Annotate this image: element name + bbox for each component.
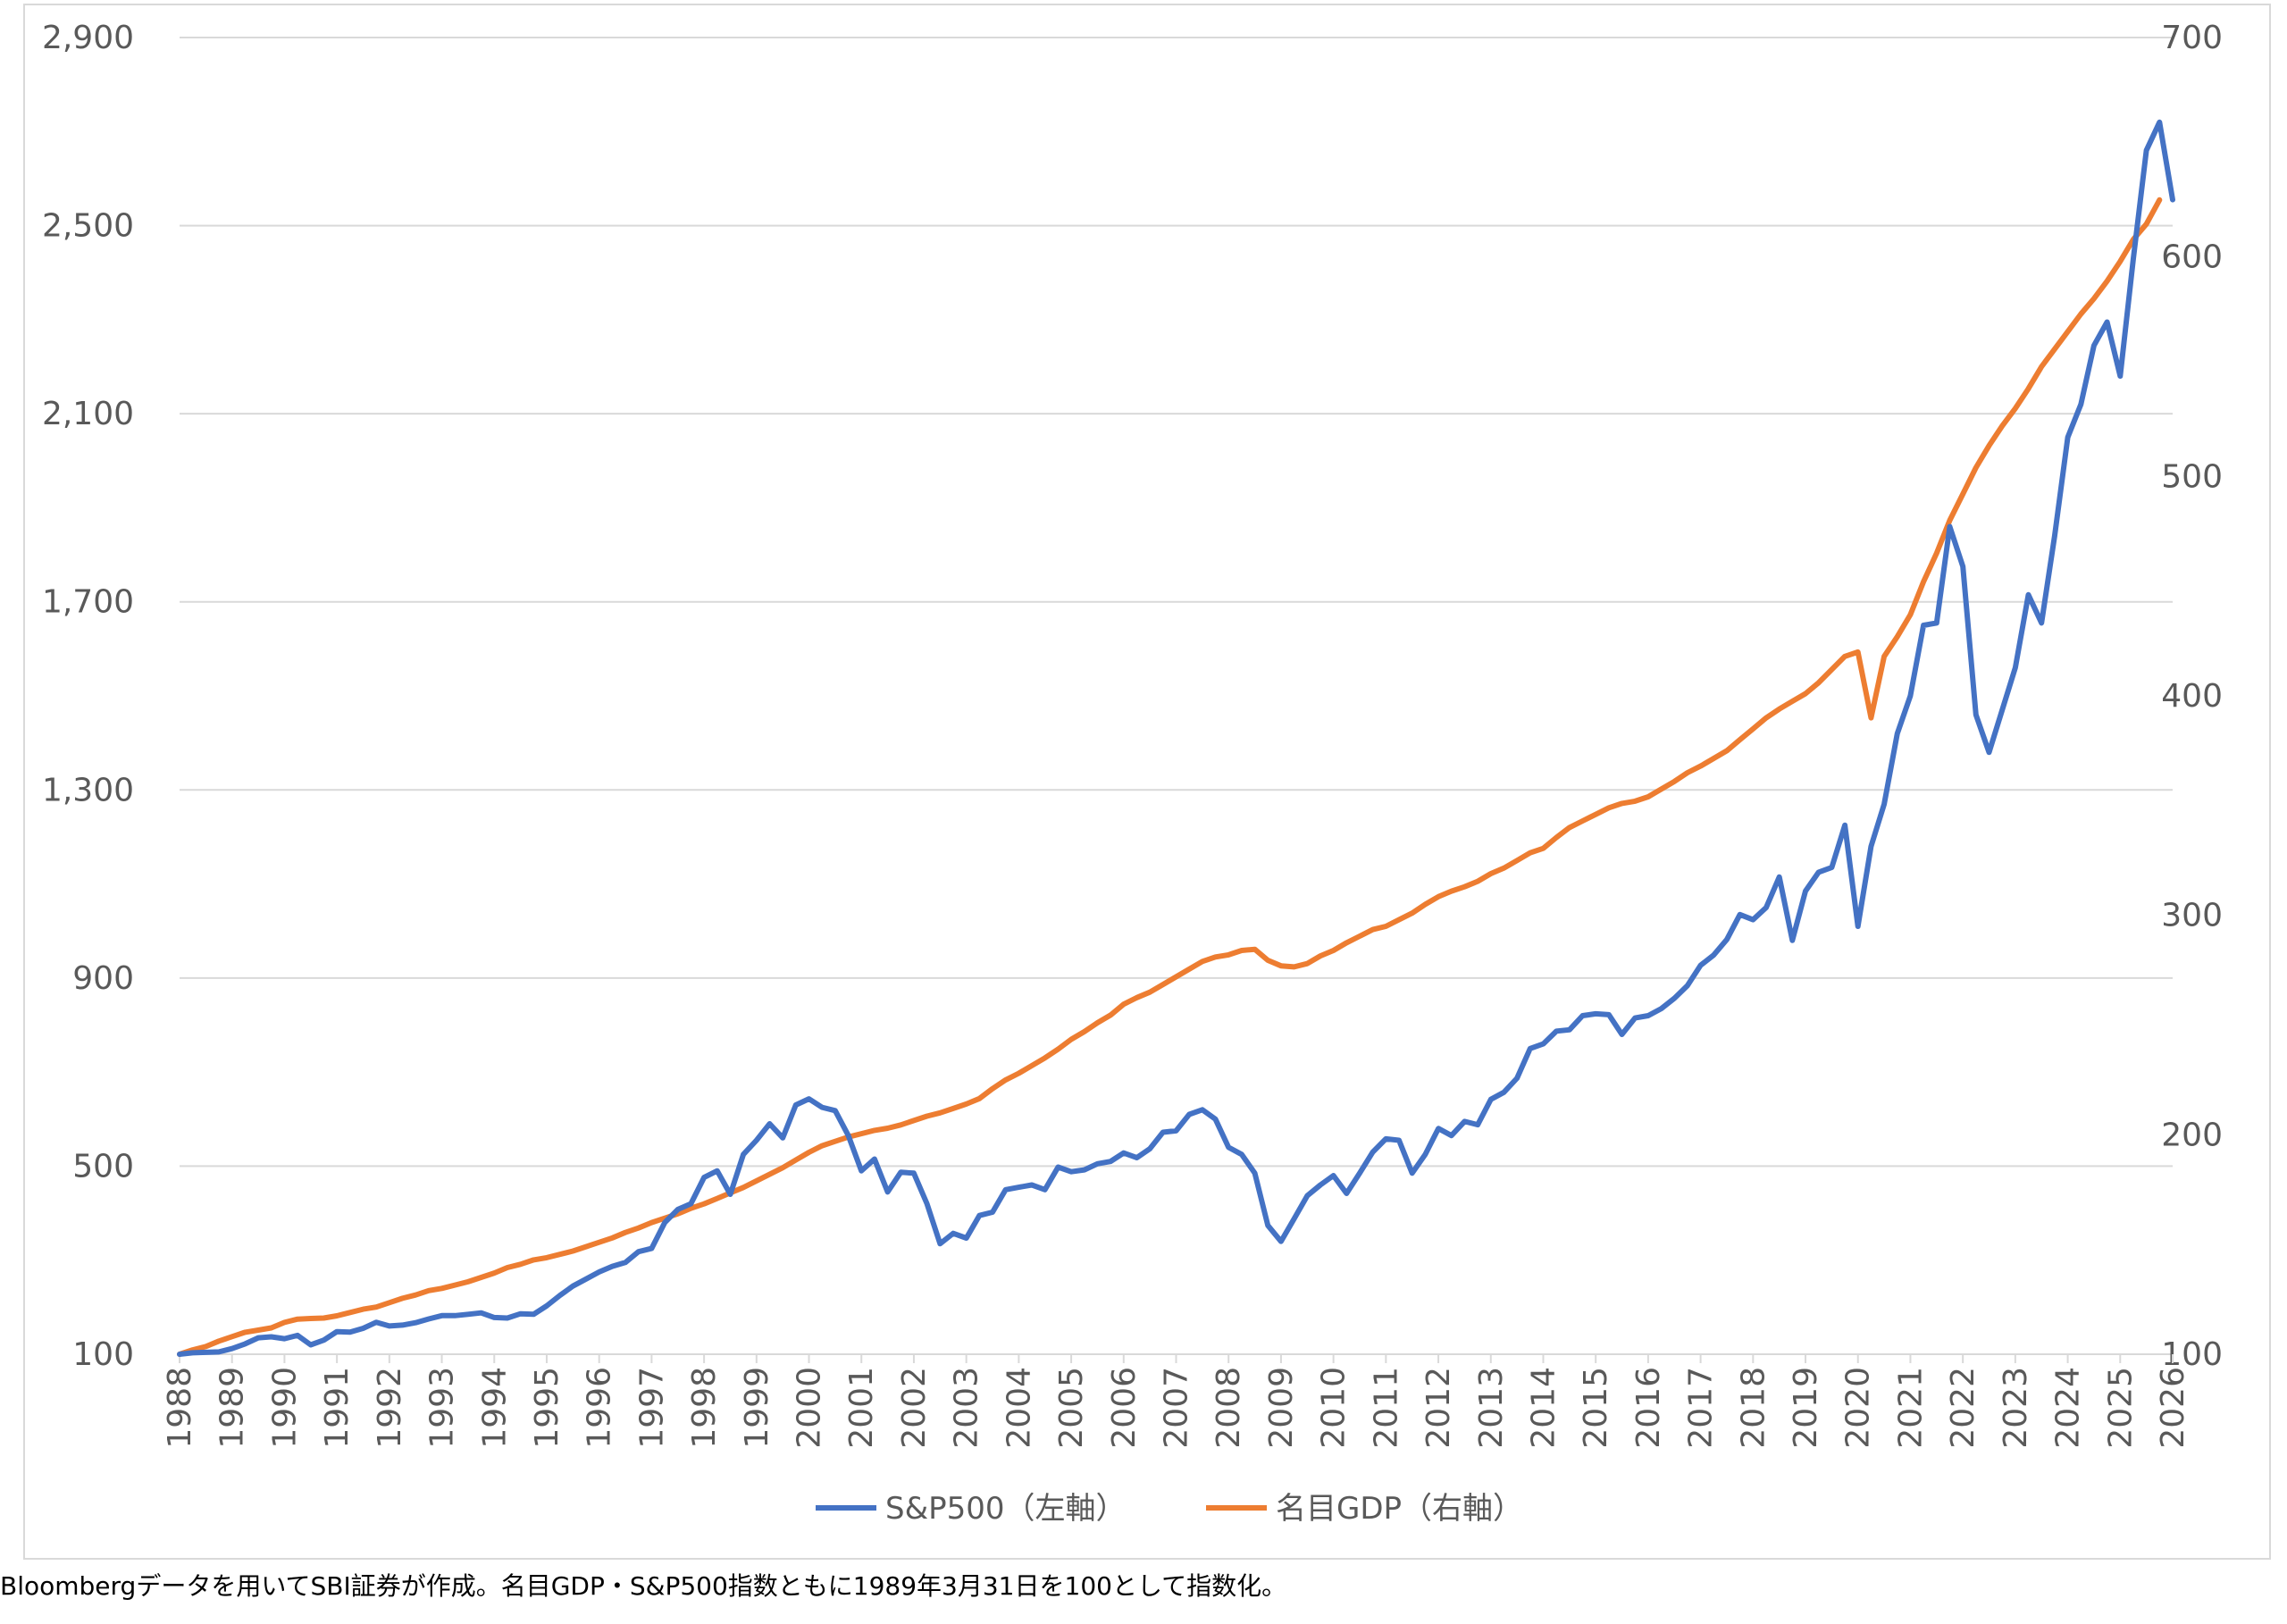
y-left-tick-label: 2,100 xyxy=(42,396,134,432)
x-tick-label: 2023 xyxy=(1998,1367,2034,1449)
x-tick-label: 2003 xyxy=(949,1367,985,1449)
x-tick-label: 2012 xyxy=(1420,1367,1457,1449)
x-tick-label: 2008 xyxy=(1211,1367,1247,1449)
x-tick-label: 2022 xyxy=(1945,1367,1981,1449)
x-tick-label: 2000 xyxy=(792,1367,828,1449)
y-right-tick-label: 200 xyxy=(2161,1117,2223,1153)
x-tick-label: 2017 xyxy=(1683,1367,1720,1449)
nominal-gdp-line xyxy=(177,197,2163,1357)
x-tick-label: 1988 xyxy=(162,1367,198,1449)
y-right-tick-label: 500 xyxy=(2161,458,2223,495)
x-tick-label: 2001 xyxy=(843,1367,880,1449)
y-left-tick-label: 900 xyxy=(72,960,134,997)
x-tick-label: 2015 xyxy=(1578,1367,1614,1449)
x-tick-label: 2010 xyxy=(1316,1367,1353,1449)
x-tick-label: 2007 xyxy=(1159,1367,1195,1449)
x-tick-label: 1989 xyxy=(214,1367,251,1449)
x-tick-label: 2005 xyxy=(1053,1367,1090,1449)
x-tick-label: 1992 xyxy=(372,1367,408,1449)
x-tick-label: 1995 xyxy=(529,1367,565,1449)
x-tick-label: 2009 xyxy=(1263,1367,1300,1449)
x-tick-label: 2021 xyxy=(1892,1367,1929,1449)
y-left-tick-label: 500 xyxy=(72,1148,134,1185)
x-tick-label: 2014 xyxy=(1525,1367,1562,1449)
source-caption: Bloombergデータを用いてSBI証券が作成。名目GDP・S&P500指数と… xyxy=(0,1571,1287,1601)
legend-sp500-label: S&P500（左軸） xyxy=(885,1491,1127,1527)
y-left-tick-label: 2,500 xyxy=(42,208,134,245)
x-tick-label: 2002 xyxy=(896,1367,933,1449)
x-tick-label: 1994 xyxy=(476,1367,513,1449)
x-tick-label: 2019 xyxy=(1788,1367,1824,1449)
y-left-tick-label: 100 xyxy=(72,1336,134,1373)
x-tick-label: 1996 xyxy=(582,1367,618,1449)
x-tick-label: 2020 xyxy=(1840,1367,1877,1449)
y-right-tick-label: 700 xyxy=(2161,20,2223,56)
x-tick-label: 2016 xyxy=(1630,1367,1667,1449)
x-tick-label: 1990 xyxy=(266,1367,303,1449)
y-right-tick-label: 400 xyxy=(2161,678,2223,715)
x-tick-label: 1991 xyxy=(319,1367,356,1449)
legend-nominal-gdp-label: 名目GDP（右軸） xyxy=(1276,1491,1523,1527)
x-tick-label: 2018 xyxy=(1735,1367,1772,1449)
x-tick-label: 1997 xyxy=(633,1367,670,1449)
x-tick-label: 2013 xyxy=(1473,1367,1510,1449)
y-right-tick-label: 100 xyxy=(2161,1336,2223,1373)
x-tick-label: 1998 xyxy=(686,1367,723,1449)
y-left-tick-label: 1,700 xyxy=(42,584,134,621)
x-tick-label: 2006 xyxy=(1106,1367,1143,1449)
x-tick-label: 1999 xyxy=(739,1367,775,1449)
x-tick-label: 2004 xyxy=(1001,1367,1037,1449)
x-tick-label: 2024 xyxy=(2050,1367,2087,1449)
y-right-tick-label: 300 xyxy=(2161,898,2223,934)
x-tick-label: 2025 xyxy=(2102,1367,2139,1449)
x-tick-label: 2026 xyxy=(2155,1367,2191,1449)
y-right-tick-label: 600 xyxy=(2161,239,2223,276)
x-tick-label: 1993 xyxy=(424,1367,461,1449)
line-chart: 100 500 900 1,300 1,700 2,100 2,500 2,900 100 200… xyxy=(42,20,2223,1527)
y-left-tick-label: 1,300 xyxy=(42,772,134,808)
sp500-line xyxy=(177,119,2175,1357)
chart-area: 100 500 900 1,300 1,700 2,100 2,500 2,900 100 200… xyxy=(23,4,2271,1560)
x-tick-label: 2011 xyxy=(1368,1367,1404,1449)
y-left-tick-label: 2,900 xyxy=(42,20,134,56)
